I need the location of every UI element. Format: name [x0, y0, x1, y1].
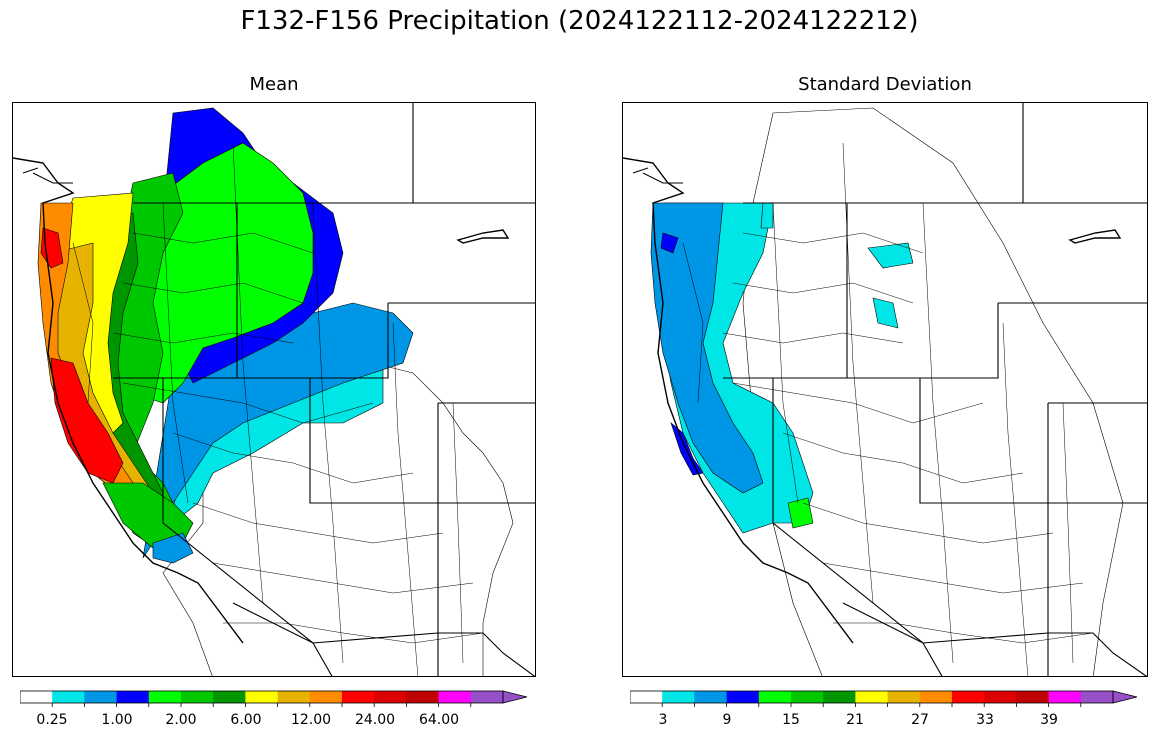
colorbar-swatch: [952, 691, 985, 703]
mean-region-orange: [37, 202, 134, 499]
std-tick-label: 33: [976, 712, 994, 728]
colorbar-swatch: [1048, 691, 1082, 703]
colorbar-swatch: [438, 691, 472, 703]
mean-basin-lines: [72, 142, 484, 676]
std-state-borders: [723, 103, 1147, 676]
colorbar-swatch: [726, 691, 760, 703]
std-land-edge: [632, 167, 683, 184]
mean-land-edge: [22, 167, 73, 184]
colorbar-swatch: [116, 691, 150, 703]
mean-coastline: [13, 157, 244, 644]
colorbar-outline: [20, 690, 504, 704]
colorbar-swatch: [148, 691, 182, 703]
std-tick-label: 9: [722, 712, 732, 728]
std-colorbar: [630, 689, 1142, 707]
colorbar-swatch: [662, 691, 695, 703]
std-map-panel: [622, 102, 1148, 677]
colorbar-extend-arrow: [1112, 690, 1138, 704]
mean-panel-title: Mean: [249, 74, 299, 95]
std-region-cyan-ne: [760, 202, 774, 229]
std-region-green: [787, 497, 814, 529]
colorbar-swatch: [309, 691, 343, 703]
mean-map: [13, 103, 535, 676]
colorbar-swatch: [20, 691, 53, 703]
mean-colorbar-swatches: [20, 690, 528, 707]
std-region-blue-north: [660, 232, 679, 254]
mean-tick-label: 0.25: [36, 712, 68, 728]
colorbar-swatch: [984, 691, 1017, 703]
mean-region-green-south: [102, 482, 194, 549]
mean-tick-label: 6.00: [230, 712, 262, 728]
std-tick-label: 21: [846, 712, 864, 728]
std-tick-label: 3: [658, 712, 668, 728]
colorbar-swatch: [374, 691, 407, 703]
std-tick-label: 39: [1040, 712, 1058, 728]
std-region-blue: [670, 422, 704, 476]
mean-tick-label: 12.00: [290, 712, 332, 728]
colorbar-swatch: [213, 691, 246, 703]
colorbar-swatch: [181, 691, 214, 703]
colorbar-swatch: [277, 691, 311, 703]
std-region-cyan-mid: [872, 297, 899, 329]
mean-tick-label: 24.00: [354, 712, 396, 728]
colorbar-swatch: [52, 691, 85, 703]
std-lake-superior: [1068, 229, 1122, 244]
std-region-cyan-east: [867, 242, 914, 269]
std-precip-fill: [650, 107, 1124, 676]
colorbar-extend-arrow: [502, 690, 528, 704]
colorbar-swatch: [245, 691, 278, 703]
mean-colorbar: [20, 689, 532, 707]
std-tick-label: 15: [782, 712, 800, 728]
std-colorbar-swatches: [630, 690, 1138, 707]
colorbar-swatch: [406, 691, 439, 703]
colorbar-swatch: [887, 691, 921, 703]
colorbar-swatch: [342, 691, 375, 703]
colorbar-swatch: [630, 691, 663, 703]
mean-state-borders: [113, 103, 535, 676]
colorbar-swatch: [84, 691, 117, 703]
mean-tick-label: 2.00: [165, 712, 197, 728]
std-coastline: [623, 157, 854, 644]
figure-title: F132-F156 Precipitation (2024122112-2024…: [240, 6, 919, 36]
std-map: [623, 103, 1147, 676]
mean-precip-fill: [37, 107, 514, 676]
colorbar-swatch: [919, 691, 953, 703]
mean-map-panel: [12, 102, 536, 677]
colorbar-swatch: [470, 691, 504, 703]
std-panel-title: Standard Deviation: [798, 74, 972, 95]
colorbar-swatch: [694, 691, 727, 703]
std-tick-label: 27: [911, 712, 929, 728]
colorbar-swatch: [855, 691, 888, 703]
colorbar-swatch: [1080, 691, 1114, 703]
colorbar-outline: [630, 690, 1114, 704]
mean-lake-superior: [456, 229, 510, 244]
colorbar-swatch: [758, 691, 792, 703]
std-region-white: [742, 107, 1124, 676]
colorbar-swatch: [1016, 691, 1049, 703]
mean-region-red: [50, 357, 124, 484]
colorbar-swatch: [791, 691, 824, 703]
colorbar-swatch: [823, 691, 856, 703]
mean-tick-label: 1.00: [101, 712, 133, 728]
mean-tick-label: 64.00: [418, 712, 460, 728]
